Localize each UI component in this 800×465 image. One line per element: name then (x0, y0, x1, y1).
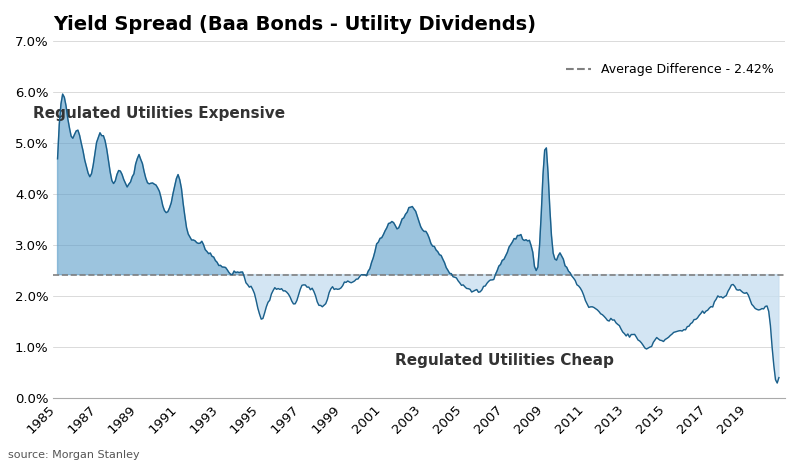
Text: source: Morgan Stanley: source: Morgan Stanley (8, 450, 140, 460)
Text: Yield Spread (Baa Bonds - Utility Dividends): Yield Spread (Baa Bonds - Utility Divide… (54, 15, 537, 34)
Text: Regulated Utilities Expensive: Regulated Utilities Expensive (33, 106, 286, 120)
Text: Regulated Utilities Cheap: Regulated Utilities Cheap (395, 353, 614, 368)
Legend: Average Difference - 2.42%: Average Difference - 2.42% (561, 58, 778, 81)
